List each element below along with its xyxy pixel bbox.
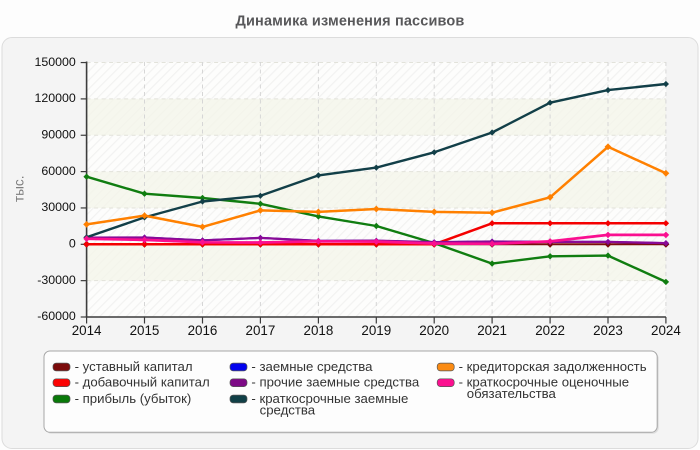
svg-text:60000: 60000 [41,164,76,178]
svg-text:2017: 2017 [246,323,276,338]
svg-text:30000: 30000 [41,200,76,214]
svg-text:- прибыль (убыток): - прибыль (убыток) [75,391,192,406]
svg-text:- краткосрочные заемные: - краткосрочные заемные [251,391,408,406]
svg-text:2014: 2014 [72,323,102,338]
svg-text:-30000: -30000 [37,273,76,287]
svg-text:120000: 120000 [34,91,75,105]
svg-text:2015: 2015 [130,323,160,338]
svg-text:- прочие заемные средства: - прочие заемные средства [251,375,420,390]
svg-text:2021: 2021 [477,323,507,338]
svg-text:2016: 2016 [188,323,218,338]
svg-text:2024: 2024 [651,323,681,338]
svg-text:- заемные средства: - заемные средства [251,359,373,374]
svg-text:0: 0 [69,237,76,251]
svg-text:- уставный капитал: - уставный капитал [75,359,193,374]
svg-text:- добавочный капитал: - добавочный капитал [75,375,210,390]
svg-text:90000: 90000 [41,127,76,141]
svg-text:Динамика изменения пассивов: Динамика изменения пассивов [236,13,465,29]
svg-text:-60000: -60000 [37,309,76,323]
svg-text:2018: 2018 [304,323,334,338]
svg-text:2019: 2019 [361,323,391,338]
svg-text:2020: 2020 [419,323,449,338]
svg-text:2023: 2023 [593,323,623,338]
svg-text:- кредиторская задолженность: - кредиторская задолженность [459,359,647,374]
svg-text:- краткосрочные оценочные: - краткосрочные оценочные [459,375,629,390]
svg-text:средства: средства [260,402,316,417]
svg-text:2022: 2022 [535,323,565,338]
svg-text:150000: 150000 [34,55,75,69]
svg-text:тыс.: тыс. [12,176,27,203]
svg-text:обязательства: обязательства [467,386,557,401]
